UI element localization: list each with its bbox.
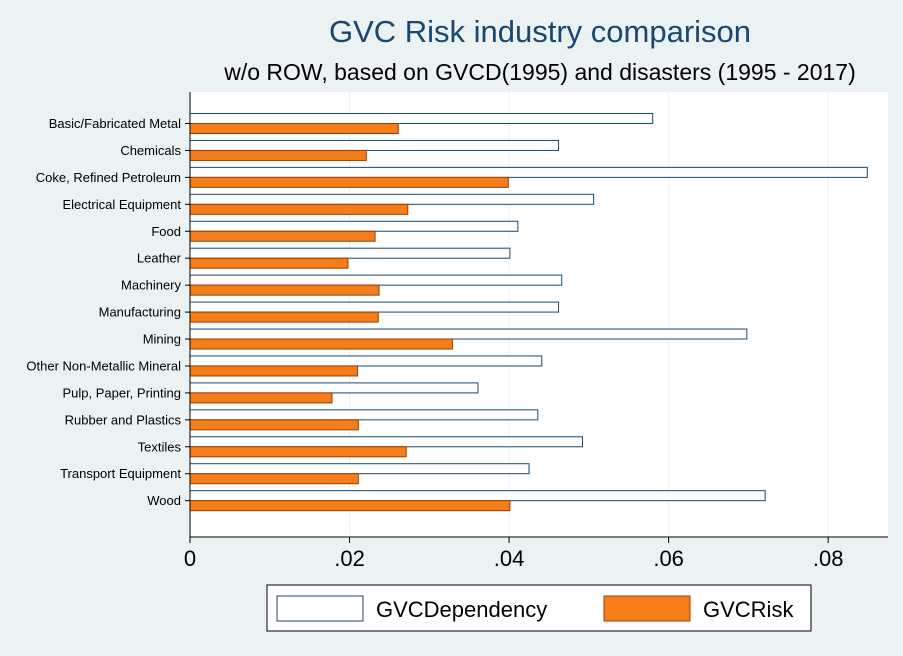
- bar-gvcdependency-food: [189, 220, 519, 232]
- y-tick-label-coke-refined-petroleum: Coke, Refined Petroleum: [36, 170, 181, 185]
- bar-gvcdependency-electrical-equipment: [189, 193, 595, 205]
- x-tick-label: .08: [813, 546, 844, 571]
- y-tick-label-manufacturing: Manufacturing: [99, 305, 181, 320]
- bar-gvcdependency-wood: [189, 490, 766, 502]
- chart-subtitle: w/o ROW, based on GVCD(1995) and disaste…: [223, 59, 856, 85]
- bar-gvcdependency-transport-equipment: [189, 463, 530, 475]
- bar-gvcdependency-coke-refined-petroleum: [189, 166, 868, 178]
- bar-gvcdependency-pulp-paper-printing: [189, 382, 479, 394]
- bar-gvcrisk-wood: [189, 500, 511, 512]
- y-tick-label-mining: Mining: [143, 332, 181, 347]
- y-tick-label-machinery: Machinery: [121, 278, 181, 293]
- y-tick-label-leather: Leather: [137, 251, 182, 266]
- bar-gvcdependency-machinery: [189, 274, 563, 286]
- bar-gvcrisk-mining: [189, 338, 453, 350]
- y-tick-label-basic-fabricated-metal: Basic/Fabricated Metal: [49, 116, 181, 131]
- y-tick-label-food: Food: [151, 224, 181, 239]
- y-tick-label-wood: Wood: [147, 493, 181, 508]
- legend: GVCDependency GVCRisk: [266, 584, 812, 632]
- bar-gvcdependency-manufacturing: [189, 301, 560, 313]
- bar-gvcdependency-basic-fabricated-metal: [189, 113, 654, 124]
- y-tick-label-pulp-paper-printing: Pulp, Paper, Printing: [62, 385, 181, 400]
- y-tick-label-rubber-and-plastics: Rubber and Plastics: [65, 412, 182, 427]
- y-tick-label-other-non-metallic-mineral: Other Non-Metallic Mineral: [26, 358, 181, 373]
- y-tick-label-chemicals: Chemicals: [120, 143, 181, 158]
- x-tick-label: 0: [184, 546, 196, 571]
- legend-swatch-gvcdependency: [276, 595, 364, 622]
- bar-gvcdependency-chemicals: [189, 139, 560, 151]
- x-tick-label: .02: [334, 546, 365, 571]
- chart-title: GVC Risk industry comparison: [329, 14, 751, 49]
- y-tick-labels: Basic/Fabricated Metal Chemicals Coke, Ref…: [26, 116, 190, 508]
- x-tick-label: .06: [653, 546, 684, 571]
- y-tick-label-electrical-equipment: Electrical Equipment: [63, 197, 182, 212]
- bar-gvcrisk-pulp-paper-printing: [189, 392, 333, 404]
- bar-gvcrisk-machinery: [189, 284, 380, 296]
- bar-gvcdependency-leather: [189, 247, 511, 259]
- x-tick-label: .04: [494, 546, 525, 571]
- bar-gvcrisk-textiles: [189, 446, 407, 458]
- legend-swatch-gvcrisk: [603, 595, 691, 622]
- bar-gvcrisk-coke-refined-petroleum: [189, 176, 509, 188]
- gridlines: [349, 92, 829, 537]
- bar-gvcrisk-basic-fabricated-metal: [189, 123, 399, 134]
- legend-label-gvcrisk: GVCRisk: [703, 597, 794, 622]
- bar-gvcrisk-manufacturing: [189, 311, 379, 323]
- bar-gvcrisk-rubber-and-plastics: [189, 419, 359, 431]
- y-tick-label-transport-equipment: Transport Equipment: [60, 466, 181, 481]
- bar-gvcrisk-transport-equipment: [189, 473, 359, 485]
- x-ticks: 0 .02 .04 .06 .08: [184, 537, 844, 571]
- y-tick-label-textiles: Textiles: [138, 439, 182, 454]
- bar-gvcdependency-rubber-and-plastics: [189, 409, 539, 421]
- legend-label-gvcdependency: GVCDependency: [376, 597, 547, 622]
- bar-gvcdependency-other-non-metallic-mineral: [189, 355, 543, 367]
- bar-gvcrisk-other-non-metallic-mineral: [189, 365, 359, 377]
- bar-gvcrisk-chemicals: [189, 149, 367, 161]
- bar-gvcdependency-mining: [189, 328, 748, 340]
- bar-gvcrisk-leather: [189, 257, 349, 269]
- bar-gvcrisk-electrical-equipment: [189, 203, 409, 215]
- bar-gvcdependency-textiles: [189, 436, 583, 448]
- bar-gvcrisk-food: [189, 230, 376, 242]
